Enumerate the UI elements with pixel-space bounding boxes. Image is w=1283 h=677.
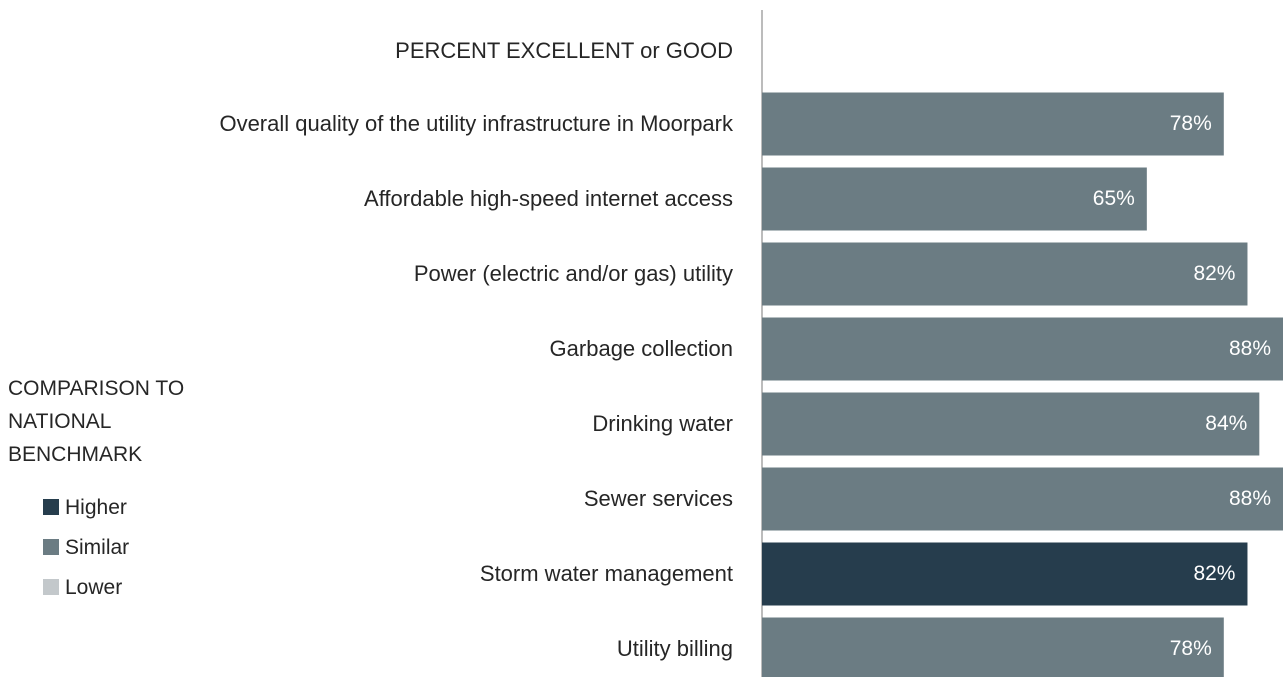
value-label: 78% <box>1169 112 1212 135</box>
value-label: 65% <box>1092 187 1135 210</box>
category-label: Drinking water <box>592 411 733 436</box>
category-label: Garbage collection <box>549 336 733 361</box>
header: PERCENT EXCELLENT or GOOD <box>395 38 733 63</box>
value-label: 84% <box>1205 412 1248 435</box>
value-label: 78% <box>1169 637 1212 660</box>
legend-swatch <box>43 539 59 555</box>
category-label: Overall quality of the utility infrastru… <box>219 111 733 136</box>
value-label: 88% <box>1228 337 1271 360</box>
legend-label: Higher <box>65 496 127 519</box>
bar <box>762 92 1224 156</box>
bar <box>762 542 1248 606</box>
category-label: Storm water management <box>479 561 733 586</box>
category-label: Power (electric and/or gas) utility <box>413 261 733 286</box>
bar <box>762 392 1260 456</box>
bar <box>762 317 1283 381</box>
legend-swatch <box>43 579 59 595</box>
legend-label: Lower <box>65 576 123 599</box>
legend-item: Lower <box>43 575 122 601</box>
bar <box>762 242 1248 306</box>
bar <box>762 167 1147 231</box>
legend-label: Similar <box>65 536 130 559</box>
legend-title: COMPARISON TO NATIONAL BENCHMARK <box>8 377 185 466</box>
value-label: 82% <box>1193 262 1236 285</box>
category-label: Affordable high-speed internet access <box>364 186 733 211</box>
category-label: Utility billing <box>616 636 733 661</box>
legend-swatch <box>43 499 59 515</box>
category-label: Sewer services <box>583 486 733 511</box>
value-label: 88% <box>1228 487 1271 510</box>
value-label: 82% <box>1193 562 1236 585</box>
legend-item: Higher <box>43 495 127 521</box>
legend-item: Similar <box>43 535 129 561</box>
bar <box>762 467 1283 531</box>
bar <box>762 617 1224 677</box>
